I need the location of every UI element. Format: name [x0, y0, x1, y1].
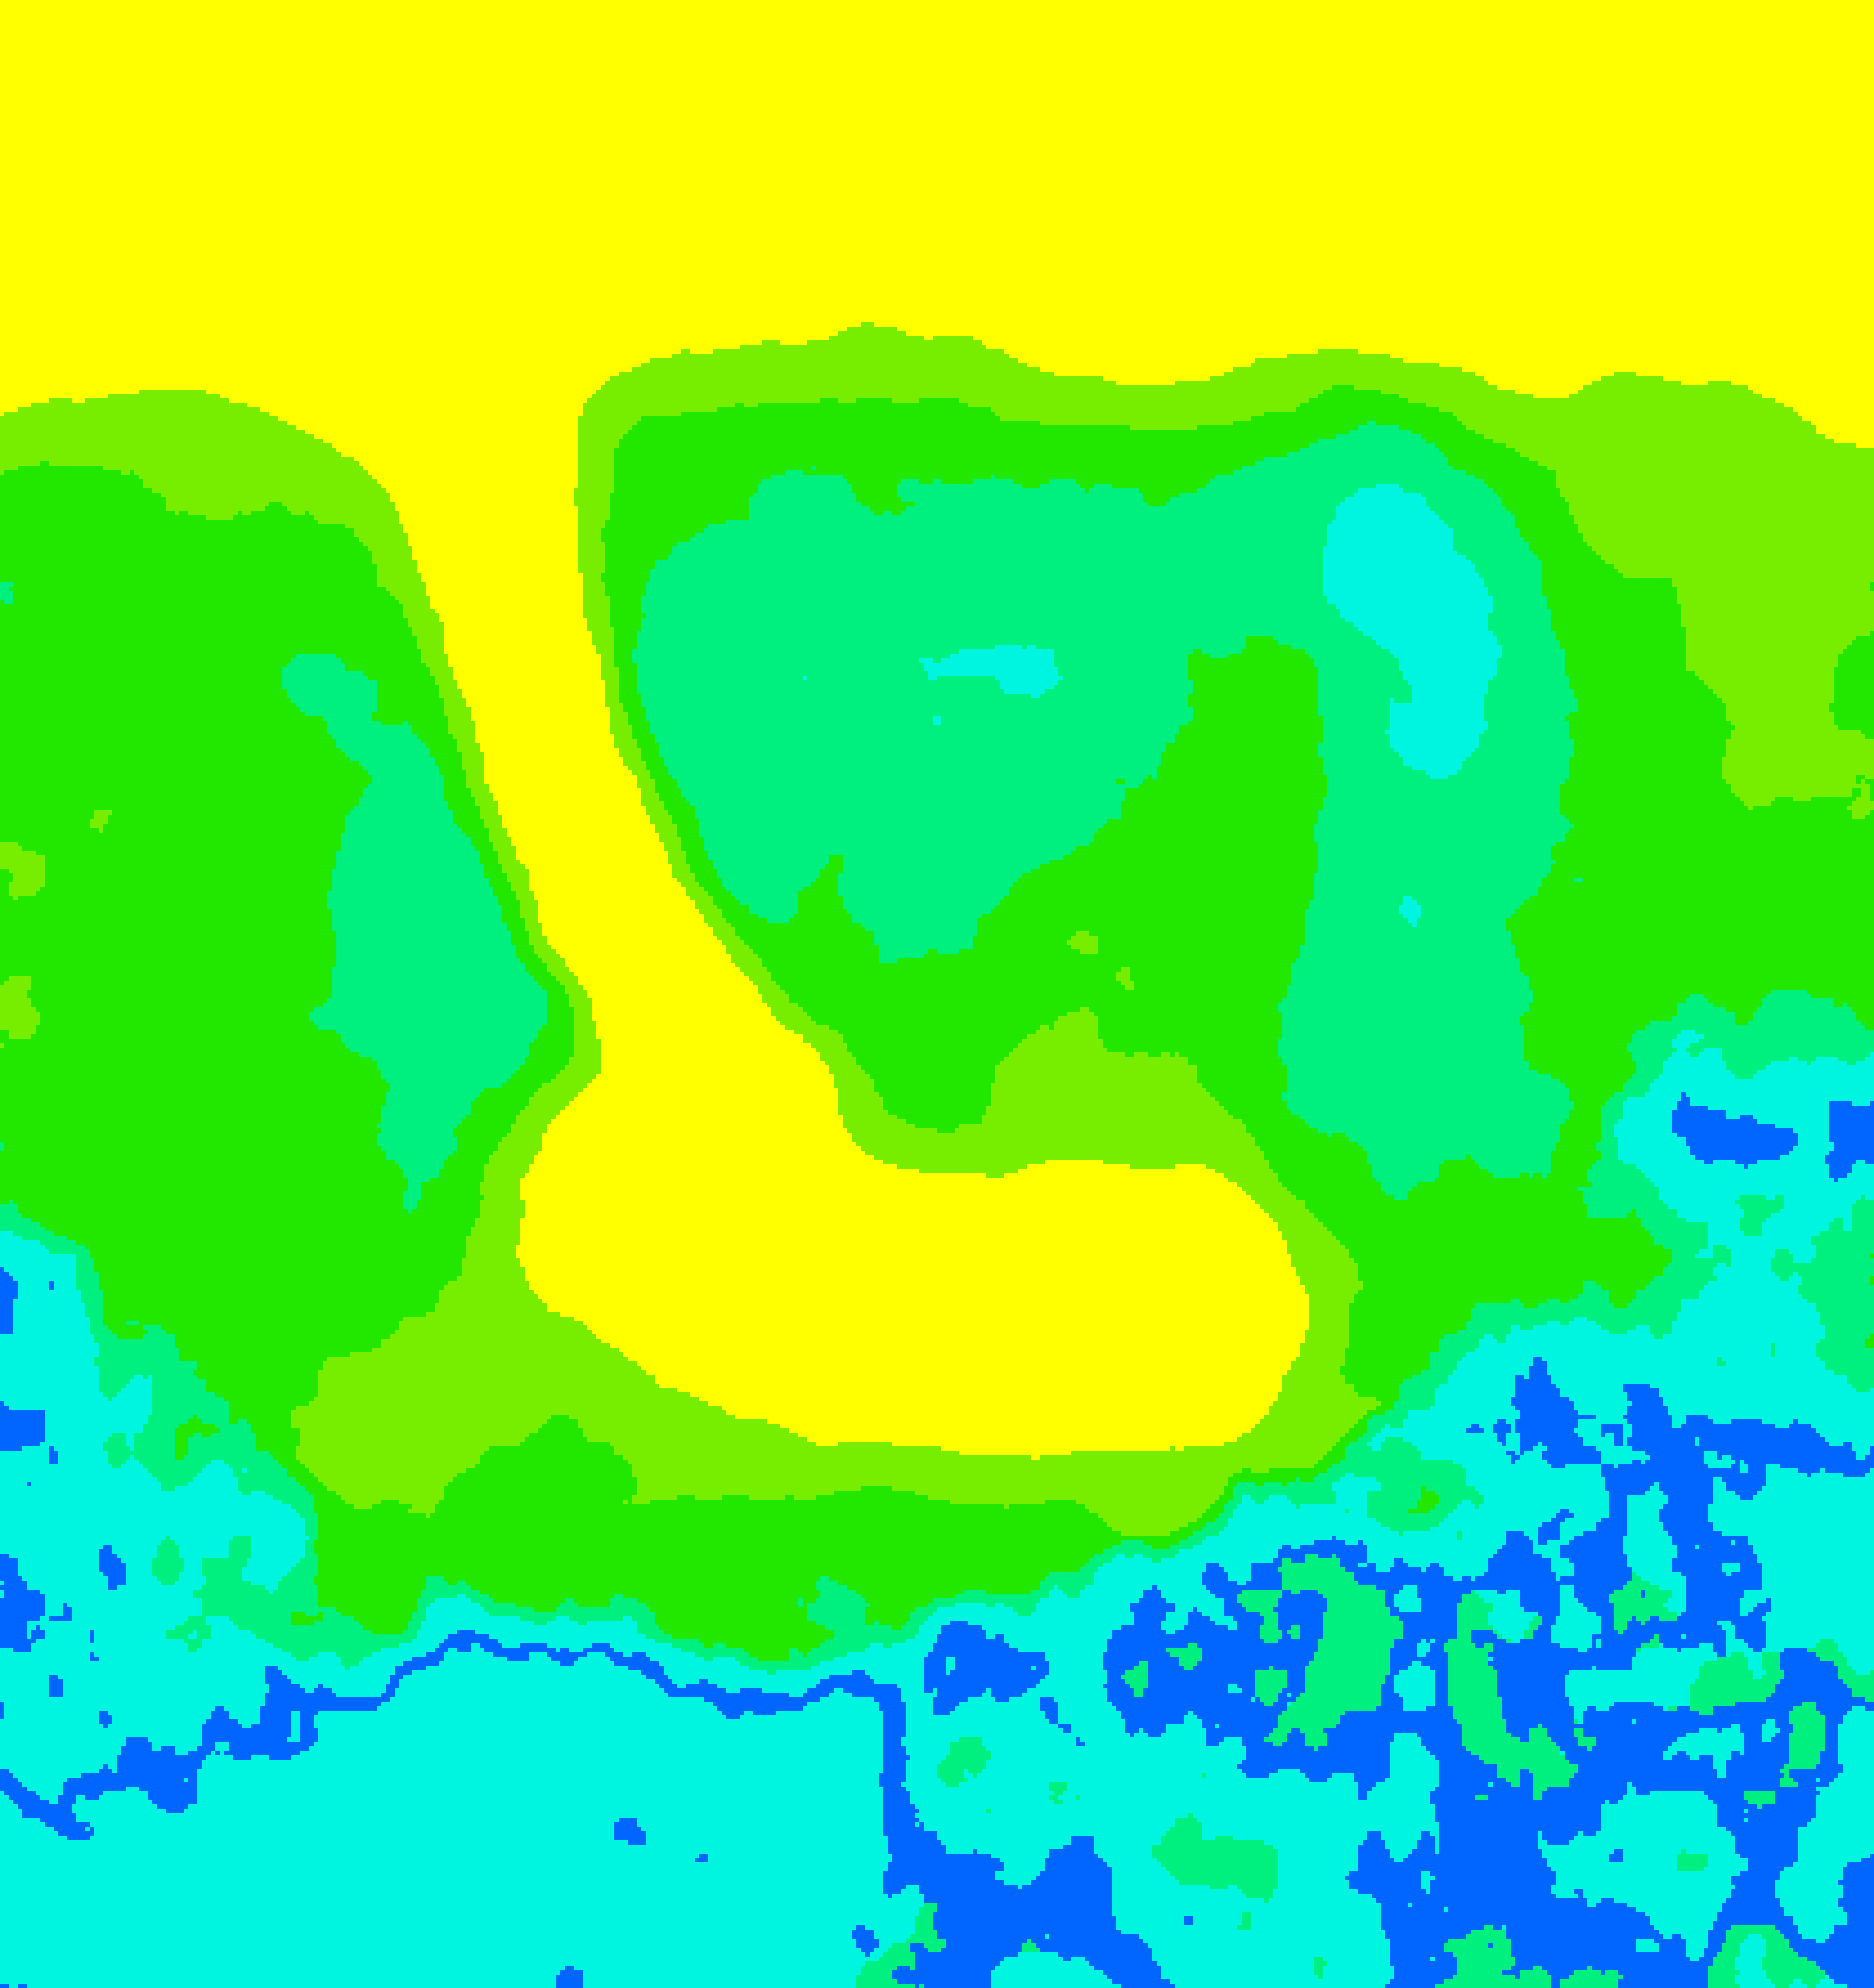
raster-map-canvas [0, 0, 1874, 1988]
raster-map-figure [0, 0, 1874, 1988]
